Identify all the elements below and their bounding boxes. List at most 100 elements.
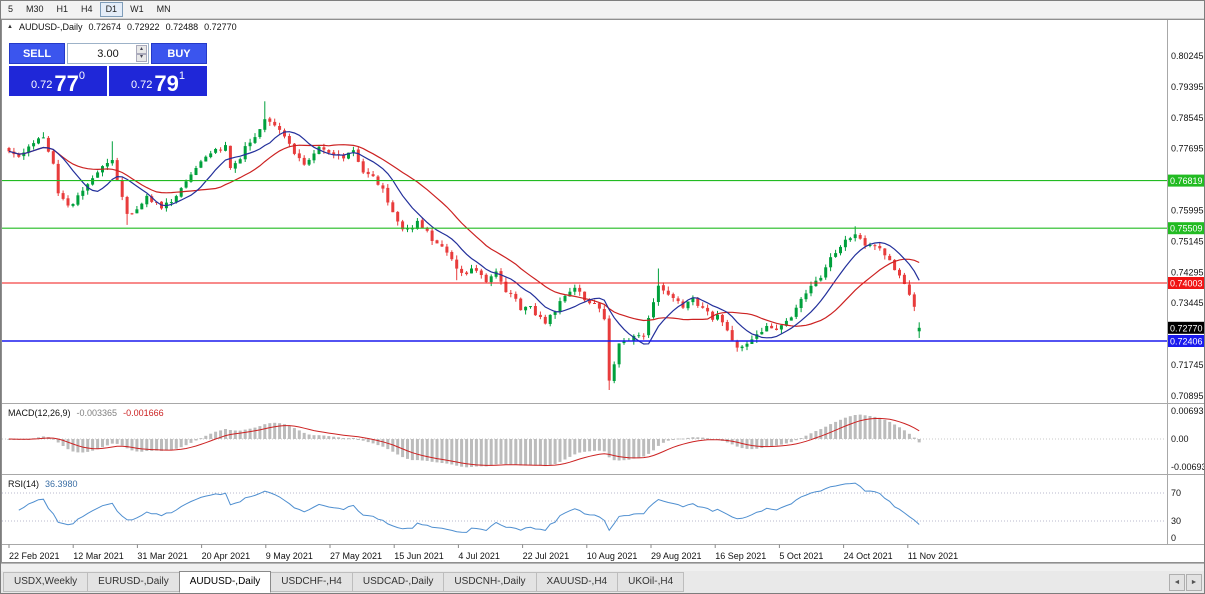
timeframe-button-W1[interactable]: W1 <box>124 2 150 17</box>
volume-field[interactable]: 3.00 ▴ ▾ <box>67 43 149 64</box>
date-axis-label: 20 Apr 2021 <box>202 551 251 561</box>
timeframe-button-D1[interactable]: D1 <box>99 2 124 17</box>
macd-indicator-label: MACD(12,26,9) -0.003365 -0.001666 <box>8 408 164 418</box>
buy-price-big: 79 <box>154 71 179 96</box>
price-axis-label: 0.70895 <box>1171 391 1204 401</box>
date-axis-label: 9 May 2021 <box>266 551 313 561</box>
collapse-one-click-icon[interactable]: ▲ <box>7 24 13 30</box>
hline-price-label: 0.76819 <box>1170 176 1203 186</box>
price-axis-label: 0.71745 <box>1171 360 1204 370</box>
date-axis-label: 12 Mar 2021 <box>73 551 124 561</box>
rsi-plot <box>2 482 1166 533</box>
date-axis-label: 29 Aug 2021 <box>651 551 702 561</box>
macd-axis-label: -0.00693 <box>1171 462 1205 472</box>
price-axis-label: 0.78545 <box>1171 113 1204 123</box>
date-axis-label: 15 Jun 2021 <box>394 551 444 561</box>
price-axis-label: 0.75995 <box>1171 206 1204 216</box>
volume-spinner: ▴ ▾ <box>136 45 147 62</box>
hline-price-label-badge <box>1168 174 1204 187</box>
buy-price-sup: 1 <box>178 70 186 82</box>
chart-tab-EURUSD-,Daily[interactable]: EURUSD-,Daily <box>87 572 180 592</box>
chart-tab-USDX,Weekly[interactable]: USDX,Weekly <box>3 572 89 592</box>
ohlc-open: 0.72674 <box>88 22 122 32</box>
macd-title: MACD(12,26,9) <box>8 408 71 418</box>
sell-price-big: 77 <box>54 71 79 96</box>
sell-price-box[interactable]: 0.72 77 0 <box>9 66 107 96</box>
price-axis-label: 0.79395 <box>1171 82 1204 92</box>
hline-price-label: 0.72406 <box>1170 337 1203 347</box>
bottom-strip <box>1 563 1204 571</box>
ohlc-low: 0.72488 <box>165 22 199 32</box>
date-axis-label: 16 Sep 2021 <box>715 551 766 561</box>
sell-button[interactable]: SELL <box>9 43 65 64</box>
macd-value-main: -0.003365 <box>76 408 118 418</box>
chart-tab-USDCHF-,H4[interactable]: USDCHF-,H4 <box>270 572 353 592</box>
macd-plot <box>2 414 1166 468</box>
chart-tab-XAUUSD-,H4[interactable]: XAUUSD-,H4 <box>535 572 619 592</box>
price-axis-label: 0.77695 <box>1171 144 1204 154</box>
macd-axis-label: 0.00 <box>1171 434 1189 444</box>
timeframe-button-M30[interactable]: M30 <box>20 2 50 17</box>
date-axis-label: 22 Feb 2021 <box>9 551 60 561</box>
timeframe-button-H4[interactable]: H4 <box>75 2 99 17</box>
date-axis-label: 10 Aug 2021 <box>587 551 638 561</box>
tab-scroll-controls: ◄ ► <box>1169 574 1202 591</box>
chart-tab-USDCNH-,Daily[interactable]: USDCNH-,Daily <box>443 572 537 592</box>
ohlc-high: 0.72922 <box>127 22 160 32</box>
timeframe-toolbar: 5 M30 H1 H4 D1 W1 MN <box>1 1 1204 19</box>
ohlc-close: 0.72770 <box>204 22 237 32</box>
date-axis-label: 5 Oct 2021 <box>779 551 823 561</box>
chart-tab-USDCAD-,Daily[interactable]: USDCAD-,Daily <box>351 572 445 592</box>
price-axis-label: 0.73445 <box>1171 298 1204 308</box>
date-axis-label: 11 Nov 2021 <box>908 551 958 561</box>
price-axis-label: 0.75145 <box>1171 236 1204 246</box>
sell-price-sup: 0 <box>78 70 86 82</box>
price-axis-label: 0.74295 <box>1171 267 1204 277</box>
current-price-label-badge <box>1168 321 1204 334</box>
date-axis-label: 22 Jul 2021 <box>523 551 570 561</box>
volume-up-icon[interactable]: ▴ <box>136 45 147 54</box>
buy-button[interactable]: BUY <box>151 43 207 64</box>
tab-scroll-left-icon[interactable]: ◄ <box>1169 574 1185 591</box>
hline-price-label-badge <box>1168 335 1204 347</box>
rsi-axis-label: 30 <box>1171 516 1181 526</box>
candlesticks <box>7 101 921 390</box>
timeframe-button-MN[interactable]: MN <box>151 2 177 17</box>
macd-axis-label: 0.00693 <box>1171 406 1204 416</box>
volume-down-icon[interactable]: ▾ <box>136 53 147 62</box>
buy-price-prefix: 0.72 <box>130 79 153 91</box>
chart-header: ▲ AUDUSD-,Daily 0.72674 0.72922 0.72488 … <box>7 22 237 32</box>
ma-fast-line <box>8 131 920 345</box>
date-axis-label: 24 Oct 2021 <box>844 551 893 561</box>
hline-price-label: 0.75509 <box>1170 224 1203 234</box>
tab-scroll-right-icon[interactable]: ► <box>1186 574 1202 591</box>
volume-value[interactable]: 3.00 <box>97 47 119 60</box>
current-price-label: 0.72770 <box>1170 323 1203 333</box>
hline-price-label: 0.74003 <box>1170 279 1203 289</box>
rsi-axis-label: 0 <box>1171 533 1176 543</box>
rsi-axis-label: 70 <box>1171 488 1181 498</box>
date-axis-label: 27 May 2021 <box>330 551 382 561</box>
sell-price-prefix: 0.72 <box>30 79 53 91</box>
buy-price-box[interactable]: 0.72 79 1 <box>109 66 207 96</box>
rsi-title: RSI(14) <box>8 479 40 489</box>
rsi-indicator-label: RSI(14) 36.3980 <box>8 479 78 489</box>
timeframe-button-H1[interactable]: H1 <box>51 2 75 17</box>
macd-value-signal: -0.001666 <box>123 408 164 418</box>
one-click-trading-panel: SELL 3.00 ▴ ▾ BUY 0.72 77 0 0.72 79 1 <box>9 43 207 96</box>
chart-tab-UKOil-,H4[interactable]: UKOil-,H4 <box>617 572 685 592</box>
ma-slow-line <box>8 144 920 327</box>
chart-tab-AUDUSD-,Daily[interactable]: AUDUSD-,Daily <box>178 571 272 593</box>
hline-price-label-badge <box>1168 277 1204 289</box>
hline-price-label-badge <box>1168 222 1204 235</box>
chart-background <box>1 19 1204 563</box>
chart-title: AUDUSD-,Daily <box>18 22 83 32</box>
date-axis-label: 4 Jul 2021 <box>458 551 500 561</box>
rsi-value: 36.3980 <box>45 479 78 489</box>
price-axis-label: 0.80245 <box>1171 51 1204 61</box>
timeframe-button-5[interactable]: 5 <box>2 2 19 17</box>
date-axis-label: 31 Mar 2021 <box>137 551 188 561</box>
chart-tab-bar: USDX,Weekly EURUSD-,Daily AUDUSD-,Daily USD… <box>1 571 1204 593</box>
